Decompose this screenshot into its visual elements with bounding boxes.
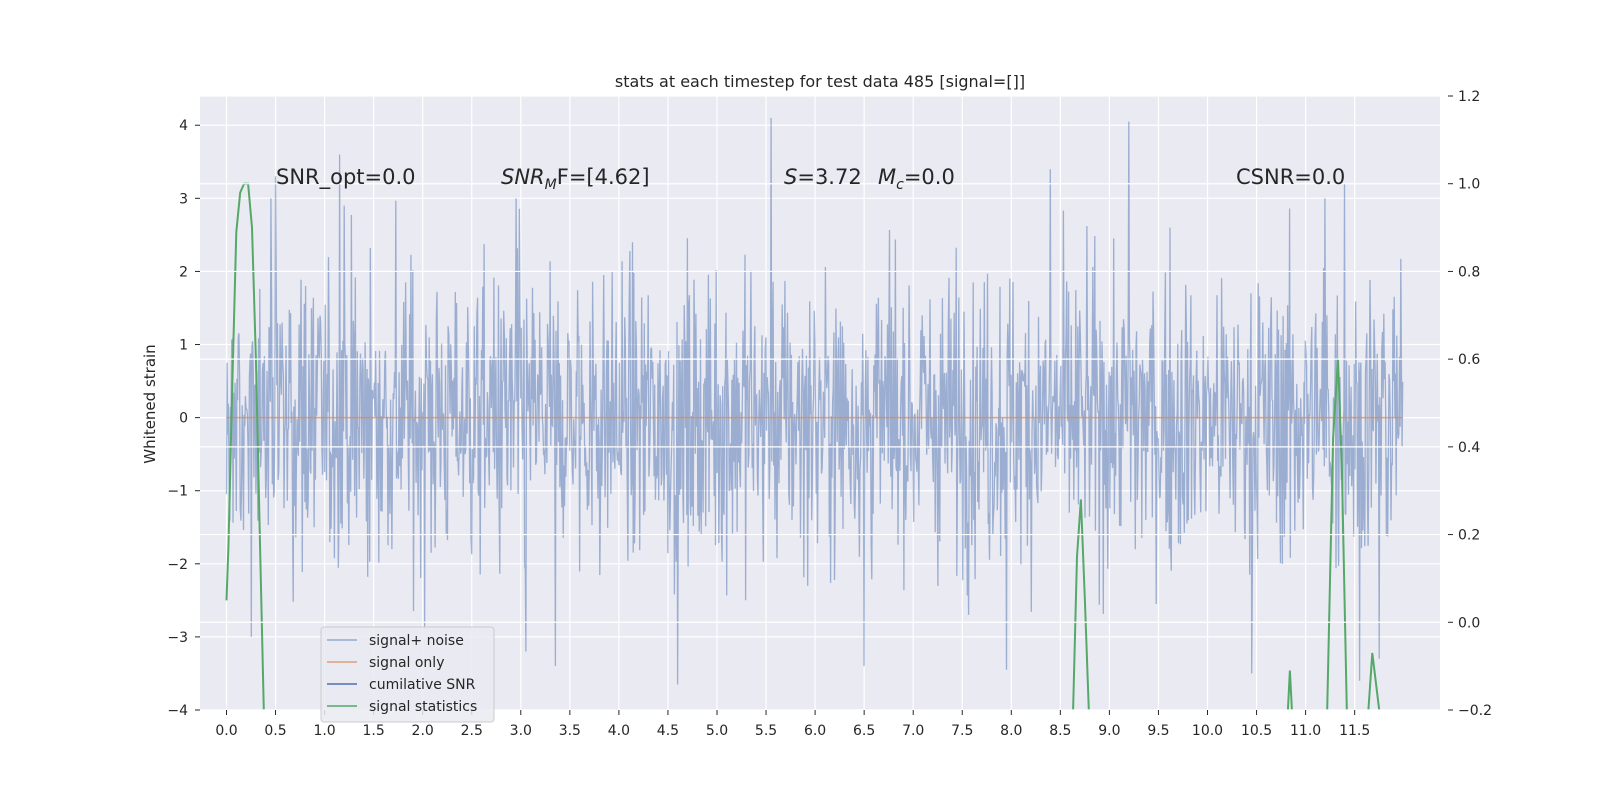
x-tick-label: 0.0: [215, 723, 237, 739]
y-axis: 4 3 2 1 0 −1 −2 −3 −4: [167, 118, 200, 719]
x-tick-label: 10.0: [1192, 723, 1223, 739]
x-tick-label: 6.5: [853, 723, 875, 739]
y2-tick-label: 1.2: [1458, 89, 1480, 105]
annotation-mc-rest: =0.0: [904, 165, 955, 189]
y-tick-label: −2: [167, 557, 188, 573]
y2-tick-label: 0.4: [1458, 440, 1480, 456]
x-tick-label: 1.5: [363, 723, 385, 739]
legend-label-signal-only: signal only: [369, 655, 444, 671]
y2-tick-label: −0.2: [1458, 703, 1492, 719]
secondary-y-axis: 1.2 1.0 0.8 0.6 0.4 0.2 0.0 −0.2: [1448, 89, 1492, 719]
y-tick-label: −3: [167, 630, 188, 646]
x-tick-label: 2.5: [461, 723, 483, 739]
annotation-snr-mf-main: SNR: [501, 165, 545, 189]
annotation-snr-mf-rest: F=[4.62]: [557, 165, 650, 189]
annotation-mc: Mc=0.0: [878, 165, 955, 193]
x-tick-label: 3.5: [559, 723, 581, 739]
x-tick-label: 4.5: [657, 723, 679, 739]
annotation-s-main: S: [784, 165, 797, 189]
legend-label-cumulative-snr: cumilative SNR: [369, 677, 476, 693]
annotation-mc-sub: c: [896, 177, 904, 193]
legend-label-signal-noise: signal+ noise: [369, 633, 464, 649]
legend-label-signal-statistics: signal statistics: [369, 699, 477, 715]
annotation-snr-mf-sub: M: [545, 177, 557, 193]
y2-tick-label: 0.6: [1458, 352, 1480, 368]
annotation-s: S=3.72: [784, 165, 862, 189]
y-tick-label: 3: [179, 191, 188, 207]
x-tick-label: 5.5: [755, 723, 777, 739]
annotation-csnr: CSNR=0.0: [1236, 165, 1345, 189]
y-tick-label: −4: [167, 703, 188, 719]
x-tick-label: 7.5: [951, 723, 973, 739]
y-tick-label: 0: [179, 411, 188, 427]
x-tick-label: 6.0: [804, 723, 826, 739]
y2-tick-label: 0.2: [1458, 528, 1480, 544]
x-tick-label: 1.0: [313, 723, 335, 739]
annotation-snr-mf: SNRMF=[4.62]: [501, 165, 650, 193]
y-tick-label: −1: [167, 484, 188, 500]
chart-title: stats at each timestep for test data 485…: [615, 72, 1025, 91]
legend: signal+ noise signal only cumilative SNR…: [320, 626, 495, 723]
y-tick-label: 2: [179, 264, 188, 280]
x-tick-label: 11.0: [1290, 723, 1321, 739]
y2-tick-label: 0.0: [1458, 615, 1480, 631]
x-axis: 0.0 0.5 1.0 1.5 2.0 2.5 3.0 3.5 4.0 4.5 5.0 5.5 6.0 6…: [215, 710, 1370, 739]
x-tick-label: 4.0: [608, 723, 630, 739]
x-tick-label: 8.0: [1000, 723, 1022, 739]
annotation-s-rest: =3.72: [797, 165, 861, 189]
x-tick-label: 0.5: [264, 723, 286, 739]
x-tick-label: 2.0: [412, 723, 434, 739]
x-tick-label: 3.0: [510, 723, 532, 739]
annotation-snr-opt: SNR_opt=0.0: [276, 165, 416, 190]
legend-box: [320, 626, 495, 723]
y2-tick-label: 0.8: [1458, 264, 1480, 280]
x-tick-label: 11.5: [1339, 723, 1370, 739]
x-tick-label: 5.0: [706, 723, 728, 739]
x-tick-label: 9.0: [1098, 723, 1120, 739]
y2-tick-label: 1.0: [1458, 177, 1480, 193]
x-tick-label: 10.5: [1241, 723, 1272, 739]
x-tick-label: 7.0: [902, 723, 924, 739]
signal-noise-line: [225, 117, 1404, 685]
y-axis-label: Whitened strain: [141, 344, 159, 463]
y-tick-label: 4: [179, 118, 188, 134]
y-tick-label: 1: [179, 338, 188, 354]
x-tick-label: 8.5: [1049, 723, 1071, 739]
annotation-mc-main: M: [878, 165, 896, 189]
signal-noise-series: [225, 117, 1404, 685]
x-tick-label: 9.5: [1147, 723, 1169, 739]
